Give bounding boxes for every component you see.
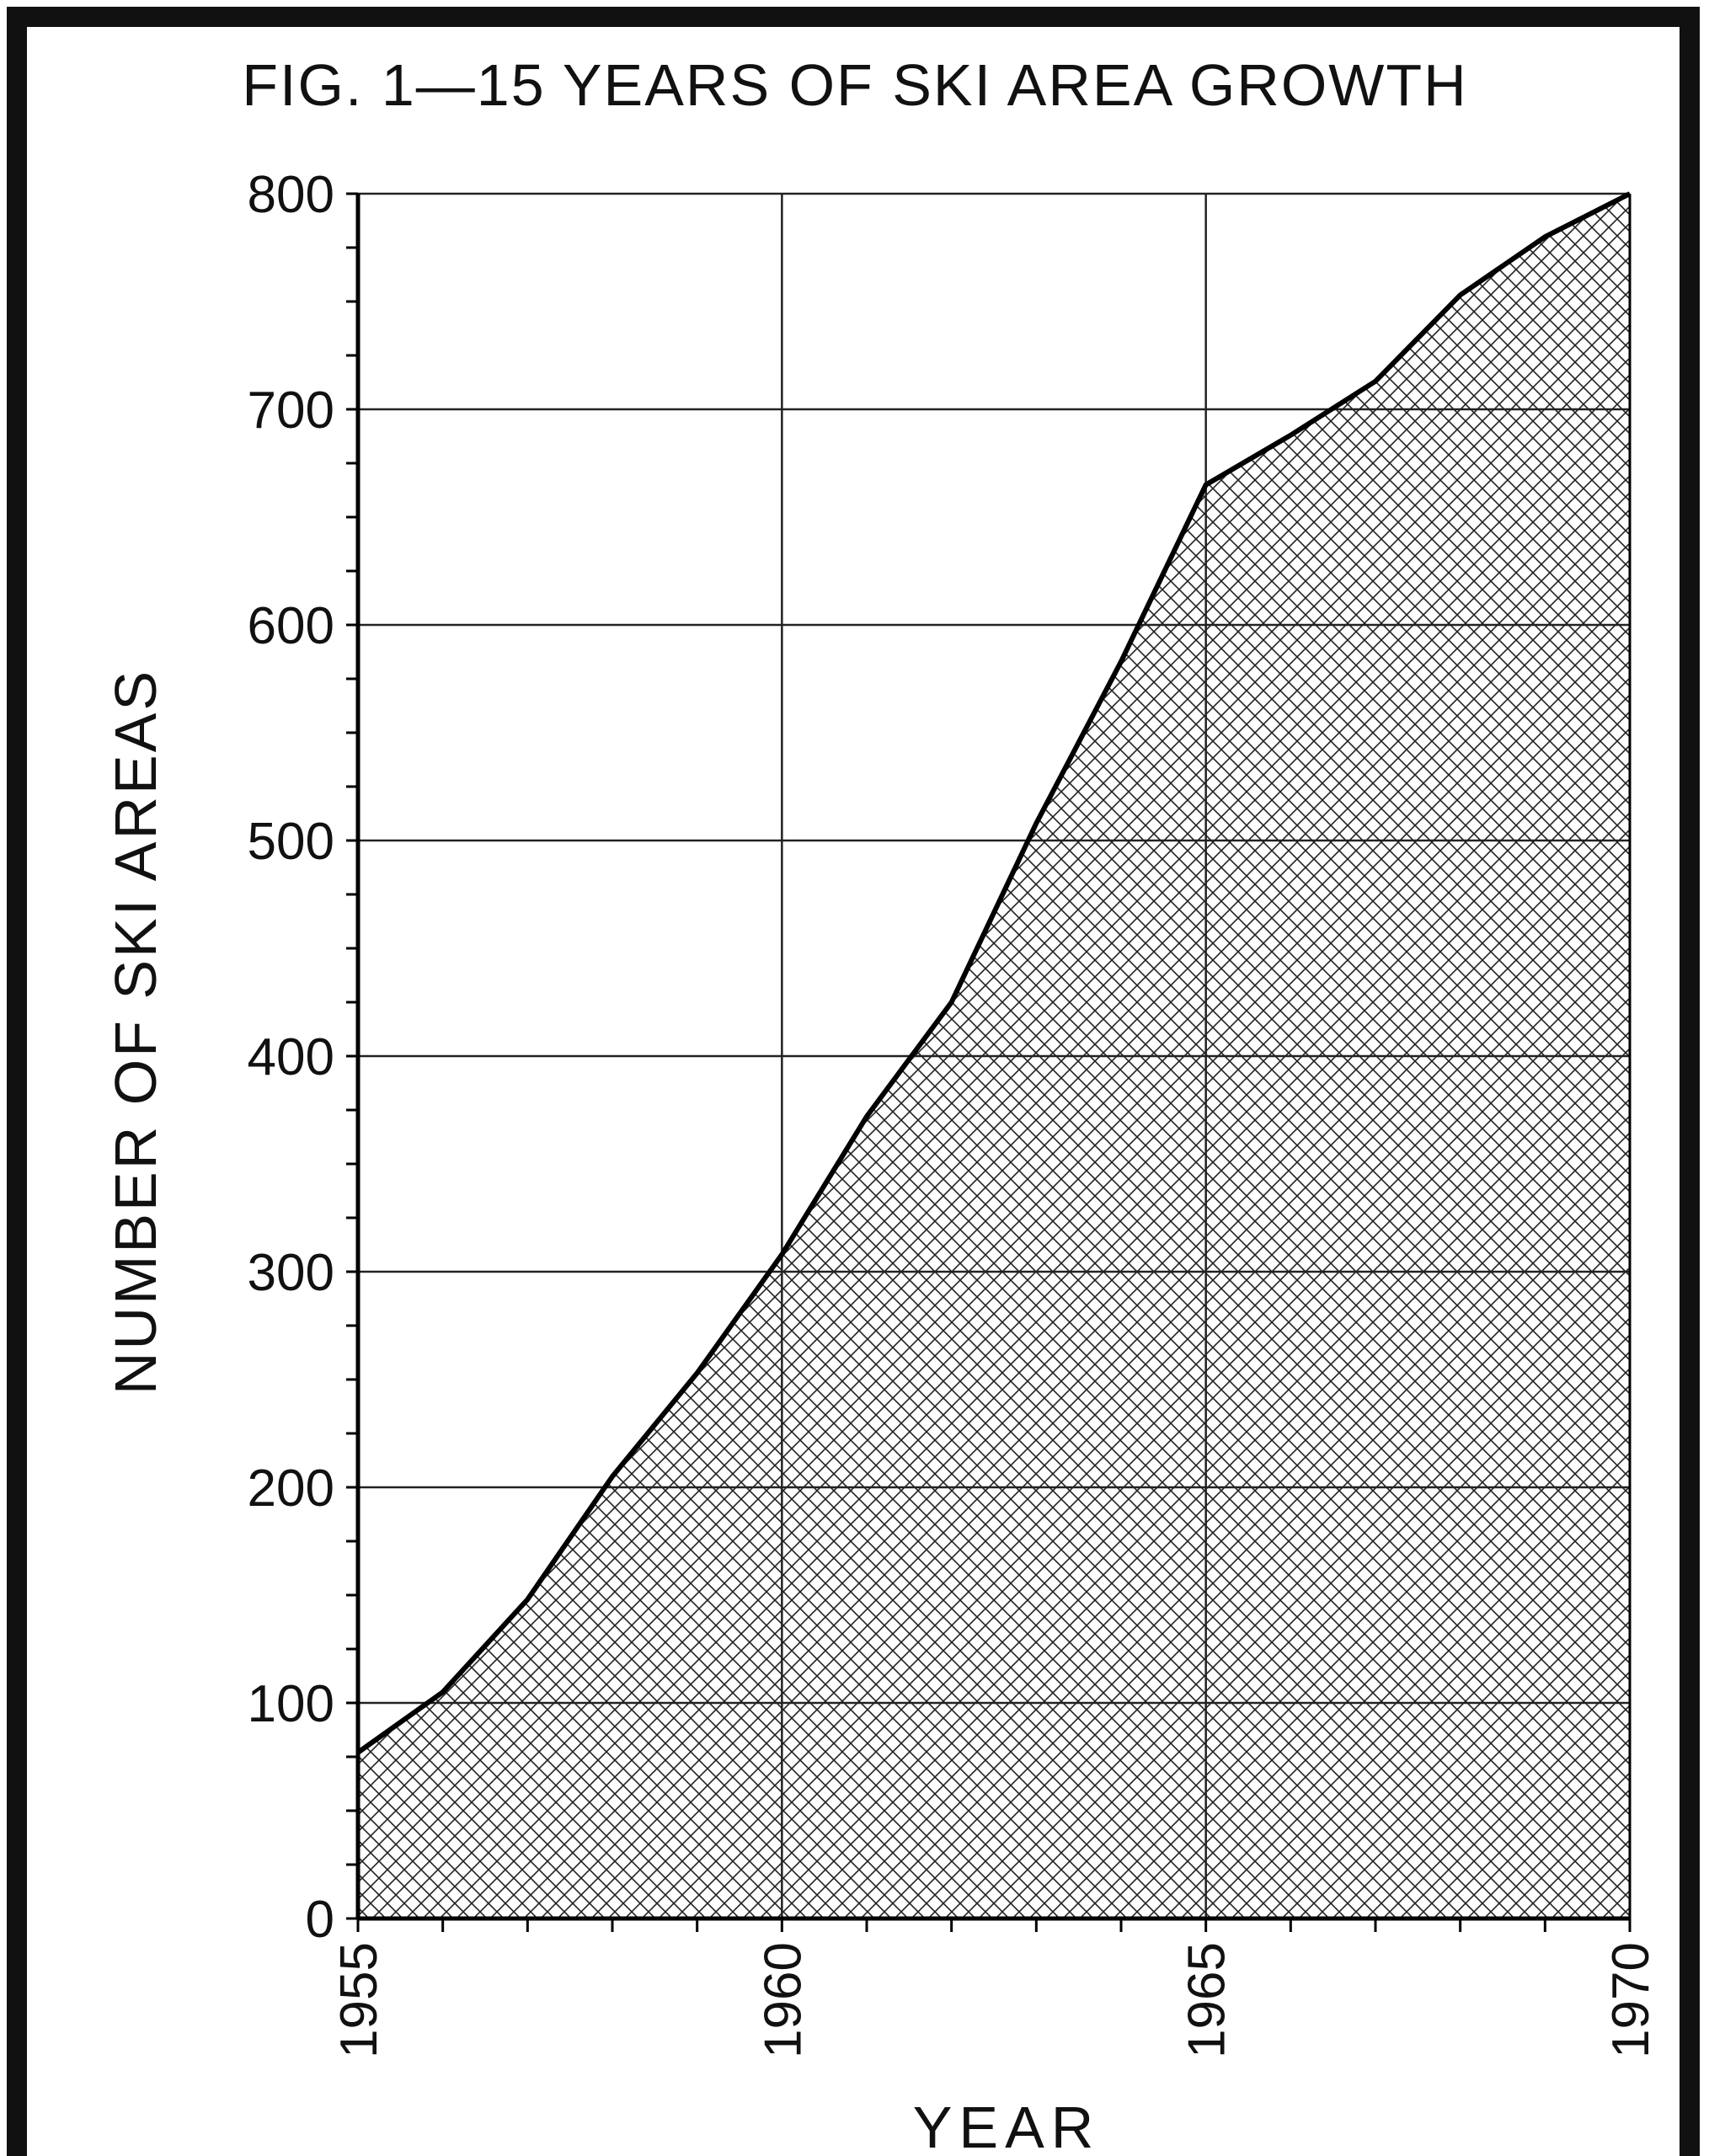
y-tick-label-0: 0 (306, 1891, 334, 1949)
border-frame (7, 7, 1700, 2156)
y-axis-label: NUMBER OF SKI AREAS (103, 669, 168, 1395)
y-tick-label-400: 400 (248, 1028, 334, 1086)
y-tick-label-200: 200 (248, 1460, 334, 1518)
series-line (356, 191, 1632, 1755)
x-axis-label: YEAR (913, 2095, 1101, 2156)
x-tick-label-1960: 1960 (754, 1942, 812, 2058)
x-tick-label-1965: 1965 (1178, 1942, 1236, 2058)
y-tick-label-300: 300 (248, 1244, 334, 1302)
y-tick-label-700: 700 (248, 382, 334, 440)
x-tick-labels: 1955 1960 1965 1970 (330, 1942, 1660, 2058)
chart-title: FIG. 1—15 YEARS OF SKI AREA GROWTH (242, 52, 1467, 118)
y-tick-label-800: 800 (248, 166, 334, 224)
y-tick-label-600: 600 (248, 597, 334, 655)
y-tick-labels: 0 100 200 300 400 500 600 700 800 (248, 166, 334, 1949)
y-tick-label-100: 100 (248, 1675, 334, 1733)
area-fill (358, 194, 1630, 1919)
x-tick-label-1970: 1970 (1602, 1942, 1660, 2058)
minor-ticks (346, 192, 1632, 1932)
y-tick-label-500: 500 (248, 813, 334, 871)
x-tick-label-1955: 1955 (330, 1942, 388, 2058)
